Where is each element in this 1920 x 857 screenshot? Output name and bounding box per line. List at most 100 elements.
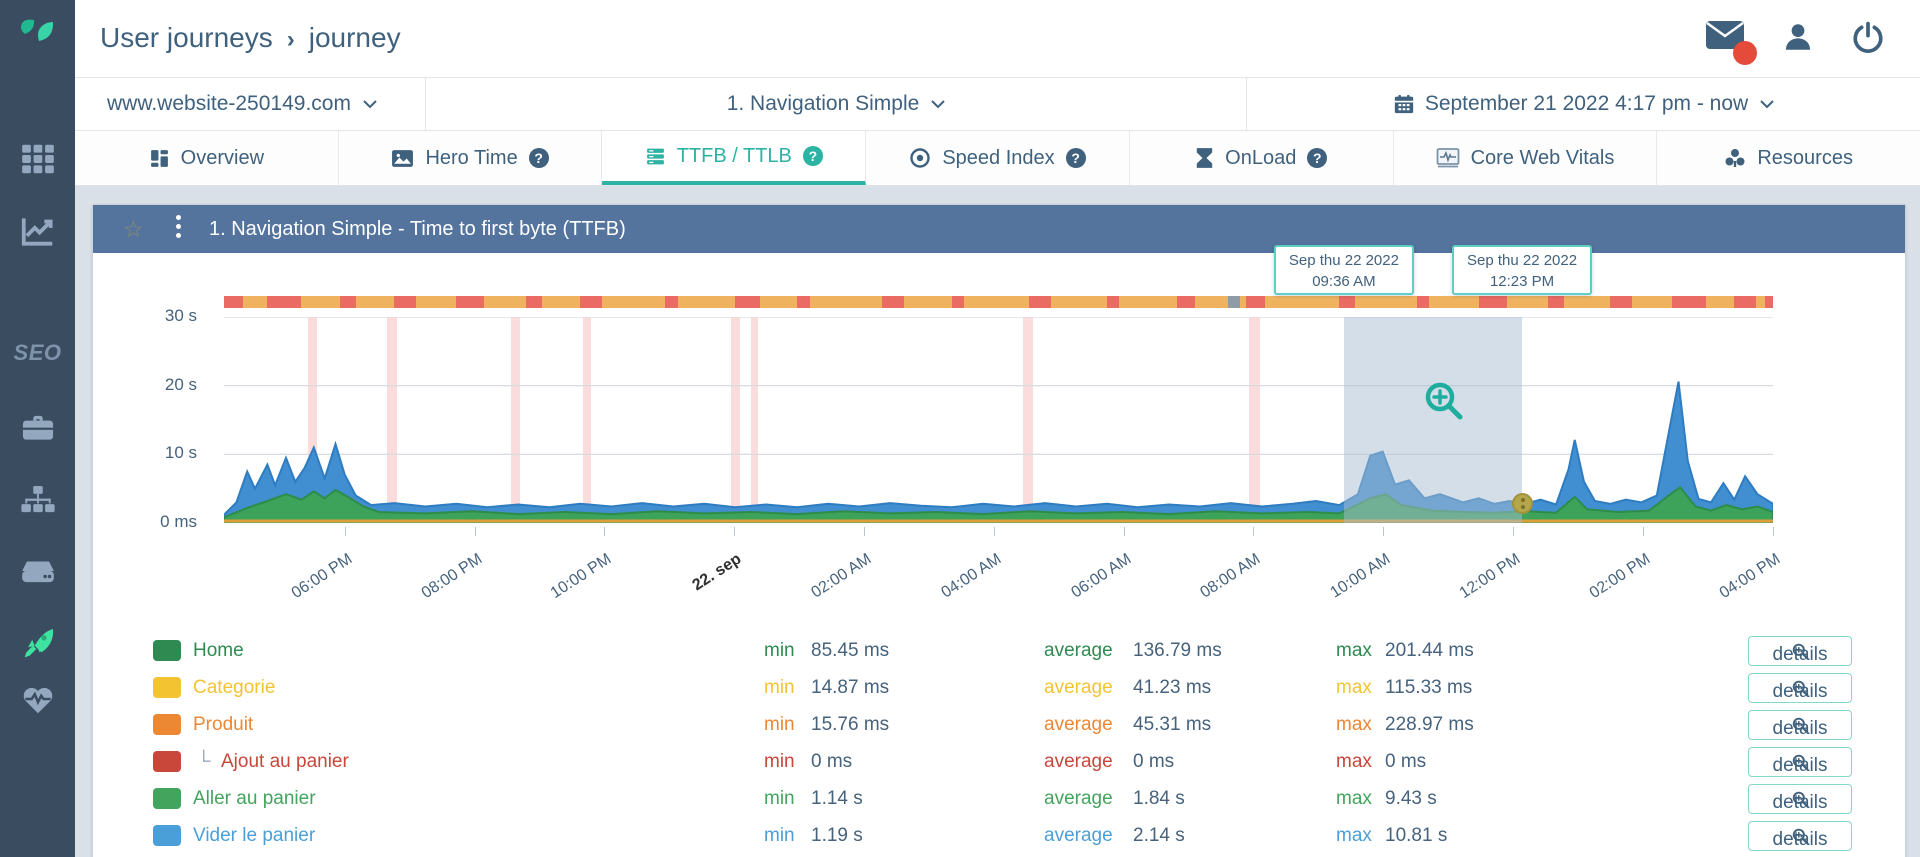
rocket-icon-active[interactable] (18, 624, 58, 669)
average-value: 2.14 s (1133, 825, 1185, 846)
strip-segment (456, 296, 485, 308)
magnifier-plus-icon (1792, 754, 1808, 770)
x-tick-label: 10:00 PM (548, 550, 615, 603)
details-label: details (1772, 681, 1828, 702)
legend-step-name[interactable]: Categorie (193, 677, 276, 698)
status-strip (224, 296, 1773, 308)
tree-branch-glyph: └ (197, 751, 211, 772)
details-button[interactable]: details (1748, 821, 1852, 851)
x-tick-label: 10:00 AM (1327, 550, 1394, 602)
tab-resources[interactable]: Resources (1657, 131, 1920, 185)
details-label: details (1772, 718, 1828, 739)
help-icon[interactable]: ? (528, 148, 549, 168)
details-label: details (1772, 829, 1828, 850)
strip-segment (1246, 296, 1265, 308)
context-toolbar: www.website-250149.com 1. Navigation Sim… (75, 77, 1920, 131)
x-tick-label: 04:00 PM (1716, 550, 1784, 603)
strip-segment (1478, 296, 1507, 308)
x-tick (604, 527, 606, 536)
chart-panel-header: ☆ 1. Navigation Simple - Time to first b… (93, 205, 1905, 253)
details-label: details (1772, 644, 1828, 665)
strip-segment (1227, 296, 1241, 308)
logout-power-icon[interactable] (1851, 20, 1885, 59)
max-value: 228.97 ms (1385, 714, 1474, 735)
tab-onload[interactable]: OnLoad ? (1129, 131, 1394, 185)
tab-label: Overview (180, 146, 265, 169)
apps-grid-icon[interactable] (19, 140, 57, 183)
details-button[interactable]: details (1748, 673, 1852, 703)
legend-step-name[interactable]: Aller au panier (193, 788, 316, 809)
favorite-star-icon[interactable]: ☆ (123, 216, 144, 242)
error-band (307, 317, 317, 523)
plot-area[interactable] (224, 317, 1773, 523)
average-label: average (1044, 677, 1113, 698)
average-label: average (1044, 788, 1113, 809)
min-label: min (764, 677, 795, 698)
x-tick (1642, 527, 1644, 536)
legend-step-name[interactable]: Vider le panier (193, 825, 316, 846)
legend-row-categorie: Categorie min 14.87 ms average 41.23 ms max 11… (93, 670, 1905, 707)
y-tick-label: 30 s (164, 306, 197, 325)
brand-leaf-logo[interactable] (14, 14, 60, 60)
details-button[interactable]: details (1748, 784, 1852, 814)
max-label: max (1336, 788, 1372, 809)
chevron-down-icon (931, 99, 946, 108)
legend-step-name[interactable]: Produit (193, 714, 254, 735)
legend-row-vider-le-panier: Vider le panier min 1.19 s average 2.14 s max… (93, 818, 1905, 855)
tab-core-web-vitals[interactable]: Core Web Vitals (1393, 131, 1658, 185)
x-tick-label: 08:00 AM (1197, 550, 1264, 602)
x-tick-label: 02:00 PM (1586, 550, 1654, 603)
x-tick (1123, 527, 1125, 536)
help-icon[interactable]: ? (1307, 148, 1328, 168)
series-TTLB (224, 381, 1773, 523)
max-label: max (1336, 714, 1372, 735)
storage-drive-icon[interactable] (19, 552, 57, 595)
tab-speed-index[interactable]: Speed Index ? (866, 131, 1130, 185)
strip-segment (735, 296, 760, 308)
chevron-down-icon (363, 99, 377, 108)
selection-end-tooltip: Sep thu 22 2022 12:23 PM (1452, 245, 1593, 295)
tab-ttfb-ttlb[interactable]: TTFB / TTLB ? (602, 131, 867, 185)
sitemap-icon[interactable] (19, 482, 57, 525)
scenario-selector[interactable]: 1. Navigation Simple (425, 78, 1246, 130)
y-tick-label: 0 ms (160, 512, 197, 531)
help-icon[interactable]: ? (1065, 148, 1086, 168)
help-icon[interactable]: ? (802, 146, 823, 166)
metric-tabs: Overview Hero Time ? TTFB / TTLB ? Speed… (75, 131, 1920, 186)
x-tick-label: 08:00 PM (418, 550, 485, 603)
account-person-icon[interactable] (1781, 20, 1815, 59)
x-tick (474, 527, 476, 536)
strip-segment (1339, 296, 1355, 308)
zoom-selection-overlay[interactable] (1343, 317, 1534, 523)
briefcase-icon[interactable] (19, 408, 57, 451)
timeseries-chart (224, 317, 1773, 523)
vitals-monitor-icon (1436, 148, 1459, 168)
min-value: 14.87 ms (811, 677, 890, 698)
details-button[interactable]: details (1748, 710, 1852, 740)
site-selector[interactable]: www.website-250149.com (75, 78, 425, 130)
legend-step-name[interactable]: Ajout au panier (221, 751, 349, 772)
health-heart-icon[interactable] (19, 680, 57, 723)
legend-row-home: Home min 85.45 ms average 136.79 ms max 201.44… (93, 633, 1905, 670)
max-value: 115.33 ms (1385, 677, 1473, 698)
analytics-chart-icon[interactable] (19, 212, 57, 255)
seo-nav-item[interactable]: SEO (13, 340, 62, 365)
max-value: 201.44 ms (1385, 640, 1474, 661)
min-label: min (764, 751, 795, 772)
details-button[interactable]: details (1748, 747, 1852, 777)
daterange-selector[interactable]: September 21 2022 4:17 pm - now (1246, 78, 1920, 130)
legend-step-name[interactable]: Home (193, 640, 244, 661)
selection-drag-handle[interactable] (1512, 493, 1534, 514)
tab-overview[interactable]: Overview (75, 131, 339, 185)
breadcrumb-parent[interactable]: User journeys (100, 22, 273, 53)
tab-hero-time[interactable]: Hero Time ? (338, 131, 603, 185)
y-tick-label: 10 s (164, 443, 197, 463)
panel-menu-kebab-icon[interactable] (173, 215, 183, 238)
details-button[interactable]: details (1748, 636, 1852, 666)
min-label: min (764, 714, 795, 735)
max-label: max (1336, 677, 1372, 698)
messages-envelope-icon[interactable] (1705, 20, 1757, 65)
strip-segment (1416, 296, 1430, 308)
legend-row-produit: Produit min 15.76 ms average 45.31 ms max 228.… (93, 707, 1905, 744)
